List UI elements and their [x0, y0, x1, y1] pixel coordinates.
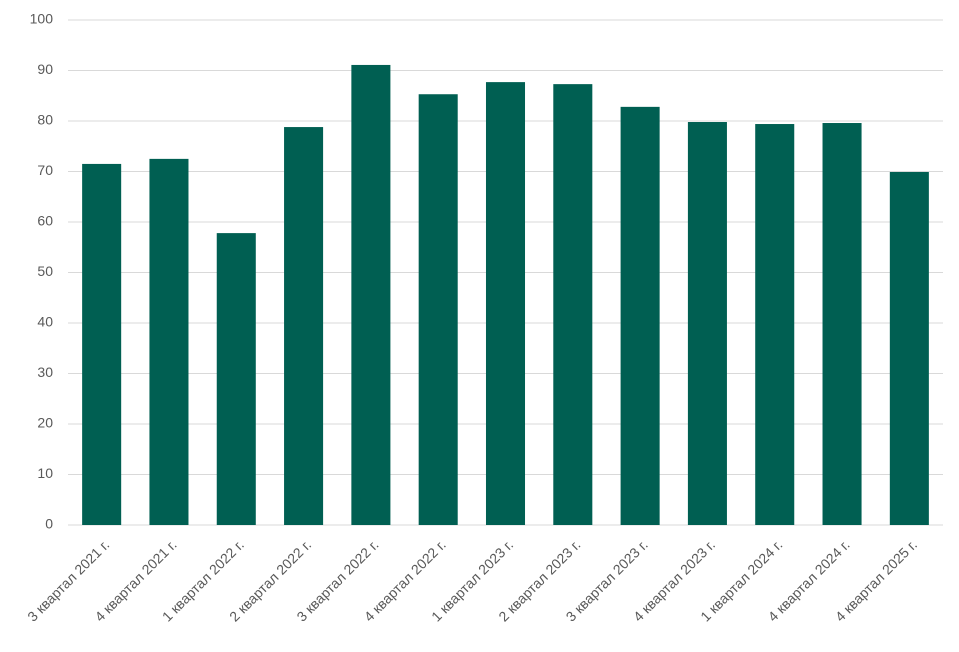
y-tick-label: 20: [37, 415, 53, 431]
y-tick-label: 0: [45, 516, 53, 532]
bar: [82, 163, 122, 526]
bar: [216, 233, 256, 526]
bar: [889, 172, 929, 525]
y-tick-label: 80: [37, 112, 53, 128]
bar: [687, 122, 727, 525]
y-tick-label: 60: [37, 213, 53, 229]
bar: [351, 64, 391, 525]
y-tick-label: 50: [37, 263, 53, 279]
y-tick-label: 90: [37, 61, 53, 77]
bar: [620, 106, 660, 526]
y-tick-label: 30: [37, 364, 53, 380]
y-tick-label: 70: [37, 162, 53, 178]
bar: [822, 123, 862, 526]
bar: [553, 84, 593, 525]
bar: [149, 158, 189, 525]
bar: [284, 127, 324, 525]
bar: [755, 124, 795, 525]
bar: [485, 82, 526, 526]
y-tick-label: 40: [37, 314, 53, 330]
y-tick-label: 10: [37, 465, 53, 481]
bar: [418, 94, 458, 526]
y-tick-label: 100: [30, 11, 54, 27]
